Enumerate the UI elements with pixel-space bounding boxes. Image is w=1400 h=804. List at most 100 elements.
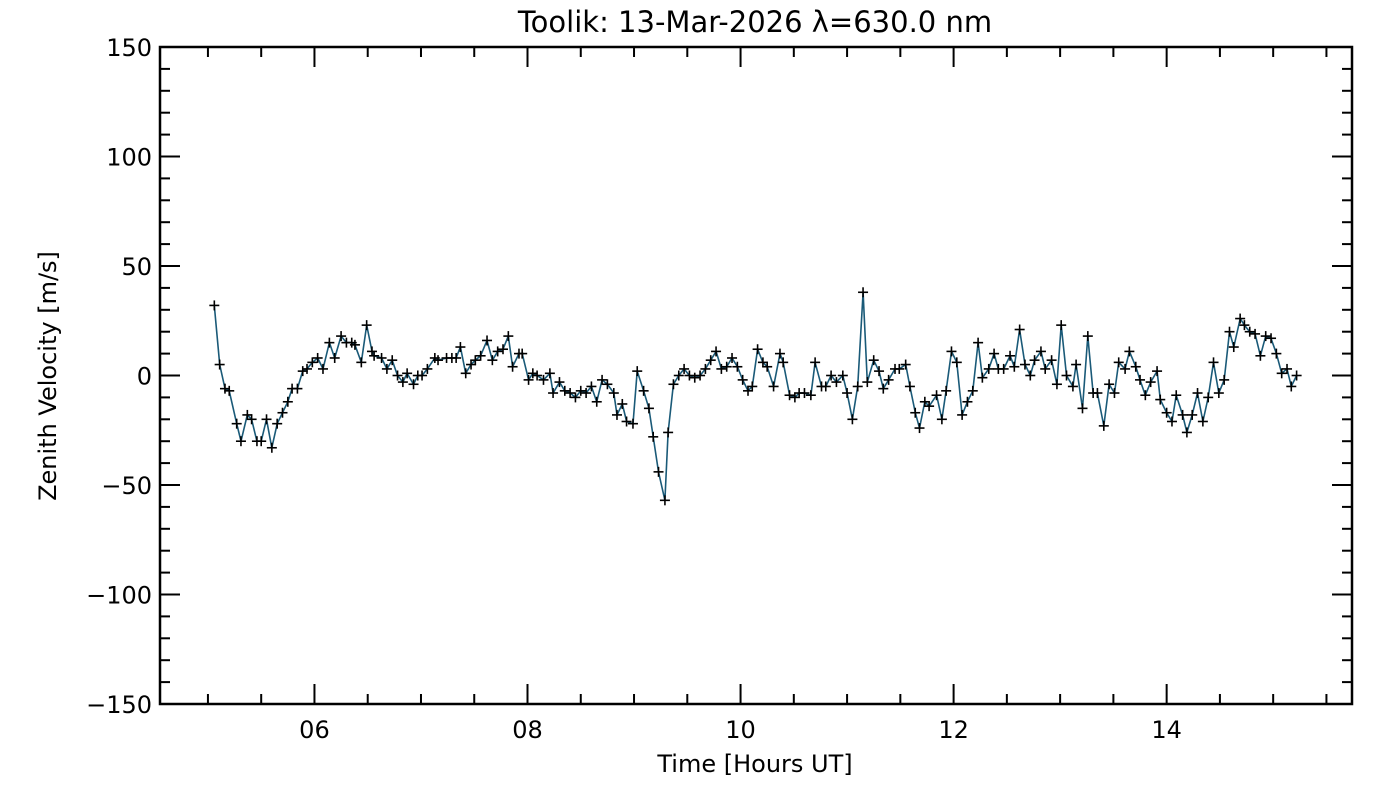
data-point-marker [747, 381, 758, 392]
data-point-marker [1235, 313, 1246, 324]
data-point-marker [548, 388, 559, 399]
data-point-marker [904, 381, 915, 392]
data-point-marker [1171, 390, 1182, 401]
y-tick-label: 100 [106, 144, 152, 172]
data-point-marker [470, 355, 481, 366]
data-point-marker [1291, 370, 1302, 381]
data-point-marker [847, 414, 858, 425]
data-point-marker [1239, 320, 1250, 331]
data-point-marker [611, 409, 622, 420]
data-point-marker [272, 418, 283, 429]
x-tick-label: 06 [299, 716, 330, 744]
data-point-marker [366, 346, 377, 357]
data-point-marker [317, 363, 328, 374]
data-point-marker [1224, 326, 1235, 337]
axis-ticks [160, 46, 1352, 705]
data-point-marker [837, 370, 848, 381]
data-point-marker [1098, 420, 1109, 431]
y-tick-label: −50 [101, 472, 152, 500]
data-point-marker [1113, 357, 1124, 368]
tick-labels: 06 08 10 12 14 −150 −100 −50 0 50 100 150 [86, 34, 1182, 744]
data-point-marker [329, 352, 340, 363]
data-point-marker [1181, 427, 1192, 438]
data-point-marker [1219, 374, 1230, 385]
data-point-marker [591, 396, 602, 407]
y-tick-label: −150 [86, 691, 152, 719]
data-point-marker [1130, 361, 1141, 372]
data-point-marker [638, 385, 649, 396]
data-point-marker [831, 377, 842, 388]
data-point-marker [523, 374, 534, 385]
data-point-marker [1082, 331, 1093, 342]
data-point-marker [684, 370, 695, 381]
data-point-marker [246, 414, 257, 425]
data-point-marker [356, 357, 367, 368]
data-point-marker [538, 374, 549, 385]
data-point-marker [643, 403, 654, 414]
data-point-marker [1177, 409, 1188, 420]
data-point-marker [597, 374, 608, 385]
data-point-marker [1250, 328, 1261, 339]
data-point-marker [581, 388, 592, 399]
data-point-marker [894, 363, 905, 374]
data-point-marker [852, 381, 863, 392]
data-point-marker [1051, 379, 1062, 390]
data-point-marker [998, 363, 1009, 374]
x-axis-label: Time [Hours UT] [656, 750, 852, 778]
data-point-marker [1014, 324, 1025, 335]
data-point-marker [1228, 342, 1239, 353]
data-point-marker [302, 363, 313, 374]
data-point-marker [743, 385, 754, 396]
data-point-marker [1092, 388, 1103, 399]
series-line [213, 292, 1298, 501]
data-point-marker [559, 385, 570, 396]
data-point-marker [820, 381, 831, 392]
data-point-marker [1286, 381, 1297, 392]
data-point-marker [1035, 346, 1046, 357]
data-point-marker [878, 383, 889, 394]
data-point-marker [1067, 381, 1078, 392]
data-point-marker [931, 390, 942, 401]
data-point-marker [336, 331, 347, 342]
data-point-marker [492, 346, 503, 357]
data-point-marker [1197, 416, 1208, 427]
data-point-marker [689, 372, 700, 383]
data-point-marker [1192, 388, 1203, 399]
data-point-marker [1282, 363, 1293, 374]
data-point-marker [627, 418, 638, 429]
data-point-marker [1077, 403, 1088, 414]
data-point-marker [1056, 320, 1067, 331]
data-point-marker [408, 379, 419, 390]
data-point-marker [527, 368, 538, 379]
data-point-marker [632, 366, 643, 377]
data-point-marker [1029, 355, 1040, 366]
data-point-marker [1208, 357, 1219, 368]
y-tick-label: −100 [86, 582, 152, 610]
data-point-marker [586, 381, 597, 392]
data-point-marker [752, 344, 763, 355]
data-point-marker [957, 409, 968, 420]
data-point-marker [554, 377, 565, 388]
data-point-marker [1187, 409, 1198, 420]
data-point-marker [977, 372, 988, 383]
data-point-marker [498, 344, 509, 355]
data-point-marker [209, 300, 220, 311]
data-point-marker [826, 370, 837, 381]
data-point-marker [1161, 407, 1172, 418]
data-point-marker [1260, 331, 1271, 342]
data-point-marker [1255, 350, 1266, 361]
data-point-marker [487, 355, 498, 366]
data-point-marker [397, 377, 408, 388]
data-point-marker [1124, 346, 1135, 357]
data-point-marker [532, 370, 543, 381]
data-point-marker [387, 355, 398, 366]
data-series [209, 287, 1302, 506]
data-point-marker [1140, 390, 1151, 401]
y-tick-label: 150 [106, 34, 152, 62]
data-point-marker [914, 423, 925, 434]
data-point-marker [235, 436, 246, 447]
data-point-marker [231, 418, 242, 429]
data-point-marker [679, 363, 690, 374]
data-point-marker [575, 385, 586, 396]
